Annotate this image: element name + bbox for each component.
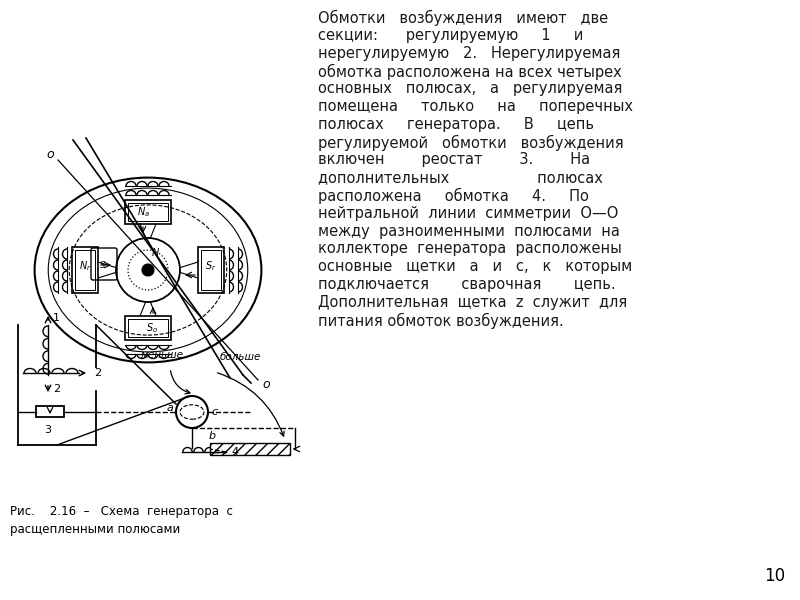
Text: нерегулируемую   2.   Нерегулируемая: нерегулируемую 2. Нерегулируемая	[318, 46, 620, 61]
Text: основных   полюсах,   а   регулируемая: основных полюсах, а регулируемая	[318, 81, 622, 96]
Text: включен        реостат        3.        На: включен реостат 3. На	[318, 152, 590, 167]
Text: 10: 10	[764, 567, 785, 585]
Text: между  разноименными  полюсами  на: между разноименными полюсами на	[318, 224, 620, 239]
Text: дополнительных                   полюсах: дополнительных полюсах	[318, 170, 603, 185]
Text: Дополнительная  щетка  z  служит  для: Дополнительная щетка z служит для	[318, 295, 627, 310]
Text: Рис.    2.16  –   Схема  генератора  с
расщепленными полюсами: Рис. 2.16 – Схема генератора с расщеплен…	[10, 505, 233, 536]
Text: $N$: $N$	[151, 246, 161, 258]
Text: o: o	[46, 148, 54, 160]
Text: обмотка расположена на всех четырех: обмотка расположена на всех четырех	[318, 64, 622, 80]
Text: основные   щетки   а   и   с,   к   которым: основные щетки а и с, к которым	[318, 259, 632, 274]
Text: $S_о$: $S_о$	[146, 321, 158, 335]
Bar	[75, 250, 95, 290]
Text: b: b	[209, 431, 216, 441]
Bar	[128, 319, 168, 337]
Circle shape	[142, 264, 154, 276]
Text: 2: 2	[53, 384, 60, 394]
Text: полюсах     генератора.     В     цепь: полюсах генератора. В цепь	[318, 117, 594, 132]
Text: o: o	[262, 377, 270, 391]
Text: питания обмоток возбуждения.: питания обмоток возбуждения.	[318, 313, 564, 329]
Text: больше: больше	[219, 352, 261, 362]
Text: меньше: меньше	[141, 350, 183, 360]
Text: коллекторе  генератора  расположены: коллекторе генератора расположены	[318, 241, 622, 256]
Text: c: c	[211, 407, 217, 417]
Text: $N_а$: $N_а$	[137, 205, 150, 219]
Bar	[128, 203, 168, 221]
Text: 1: 1	[53, 313, 60, 323]
Text: помещена     только     на     поперечных: помещена только на поперечных	[318, 99, 633, 114]
Text: 2: 2	[94, 368, 101, 378]
Text: подключается       сварочная       цепь.: подключается сварочная цепь.	[318, 277, 616, 292]
Text: $S$: $S$	[99, 259, 106, 269]
Text: $S_r$: $S_r$	[206, 259, 217, 273]
Text: нейтральной  линии  симметрии  О—О: нейтральной линии симметрии О—О	[318, 206, 618, 221]
Text: 4: 4	[231, 447, 238, 457]
Bar	[198, 247, 224, 293]
Text: a: a	[166, 403, 173, 413]
Bar	[36, 406, 64, 417]
Text: регулируемой   обмотки   возбуждения: регулируемой обмотки возбуждения	[318, 134, 624, 151]
Bar	[125, 316, 171, 340]
Text: $N_r$: $N_r$	[78, 259, 91, 273]
Text: расположена     обмотка     4.     По: расположена обмотка 4. По	[318, 188, 589, 204]
Text: секции:      регулируемую     1     и: секции: регулируемую 1 и	[318, 28, 583, 43]
Bar	[201, 250, 221, 290]
Bar	[125, 200, 171, 224]
Text: 3: 3	[45, 425, 51, 435]
Bar	[210, 443, 290, 455]
Text: Обмотки   возбуждения   имеют   две: Обмотки возбуждения имеют две	[318, 10, 608, 26]
FancyArrowPatch shape	[218, 373, 284, 436]
FancyArrowPatch shape	[170, 371, 190, 394]
Bar	[72, 247, 98, 293]
